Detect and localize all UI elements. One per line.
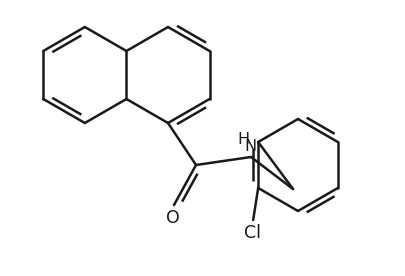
Text: O: O [166, 209, 180, 227]
Text: N: N [244, 139, 256, 154]
Text: H: H [237, 132, 249, 147]
Text: Cl: Cl [244, 224, 261, 242]
